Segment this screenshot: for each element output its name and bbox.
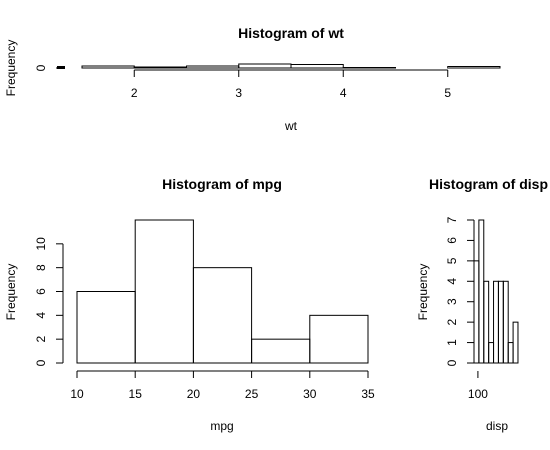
chart-title-wt: Histogram of wt — [238, 25, 344, 41]
x-axis-label-disp: disp — [486, 419, 508, 433]
y-tick-label-mpg-2: 4 — [34, 312, 48, 319]
x-tick-label-wt-2: 4 — [340, 86, 347, 100]
x-tick-label-mpg-3: 25 — [245, 387, 259, 401]
y-tick-label-disp-4: 4 — [445, 278, 459, 285]
y-axis-label-disp: Frequency — [416, 264, 430, 321]
bar-wt-2 — [186, 65, 240, 69]
x-tick-label-wt-1: 3 — [235, 86, 242, 100]
x-tick-label-wt-3: 5 — [444, 86, 451, 100]
bar-wt-1 — [133, 66, 187, 69]
bar-mpg-1 — [134, 219, 194, 364]
x-tick-label-mpg-0: 10 — [70, 387, 84, 401]
bar-disp-3 — [488, 342, 495, 364]
x-tick-label-mpg-5: 35 — [361, 387, 375, 401]
bar-disp-8 — [512, 321, 519, 364]
y-tick-label-mpg-5: 10 — [34, 237, 48, 251]
bar-wt-5 — [342, 67, 396, 69]
histogram-mpg: 10 15 20 25 30 35 0 2 4 6 8 10 Histogram of mpg mpg Fr… — [4, 176, 375, 433]
y-tick-label-mpg-4: 8 — [34, 264, 48, 271]
bar-disp-0 — [473, 260, 480, 364]
y-axis-label-wt: Frequency — [4, 40, 18, 97]
x-tick-label-disp-0: 100 — [468, 387, 488, 401]
bar-mpg-2 — [192, 267, 253, 364]
bar-wt-0 — [81, 65, 135, 69]
histogram-wt: 2 3 4 5 0 Histogram of wt wt Frequency — [4, 25, 501, 133]
bar-wt-7 — [447, 66, 501, 69]
bar-wt-4 — [290, 64, 344, 69]
y-tick-label-disp-5: 5 — [445, 257, 459, 264]
y-tick-label-disp-7: 7 — [445, 216, 459, 223]
bar-mpg-4 — [309, 314, 369, 364]
x-tick-label-mpg-2: 20 — [187, 387, 201, 401]
y-tick-label-disp-3: 3 — [445, 298, 459, 305]
chart-title-disp: Histogram of disp — [429, 176, 548, 192]
y-tick-label-mpg-3: 6 — [34, 288, 48, 295]
x-tick-label-mpg-4: 30 — [303, 387, 317, 401]
x-axis-label-mpg: mpg — [210, 419, 233, 433]
bar-disp-5 — [497, 280, 504, 364]
bar-disp-1 — [478, 219, 485, 364]
bar-disp-2 — [483, 280, 490, 364]
x-axis-label-wt: wt — [284, 119, 298, 133]
bar-mpg-0 — [76, 291, 136, 364]
y-axis-label-mpg: Frequency — [4, 264, 18, 321]
bar-wt-3 — [238, 63, 292, 69]
y-tick-label-disp-2: 2 — [445, 318, 459, 325]
y-tick-label-disp-0: 0 — [445, 359, 459, 366]
bar-disp-7 — [507, 342, 514, 364]
chart-title-mpg: Histogram of mpg — [162, 176, 282, 192]
y-tick-label-disp-6: 6 — [445, 237, 459, 244]
y-tick-label-mpg-1: 2 — [34, 336, 48, 343]
bar-disp-6 — [502, 280, 509, 364]
histogram-disp: 100 0 1 2 3 4 5 6 7 Histogram of disp disp Frequenc… — [416, 176, 548, 433]
wt-legend-mark — [57, 66, 65, 69]
bar-mpg-3 — [251, 338, 311, 364]
x-tick-label-mpg-1: 15 — [129, 387, 143, 401]
x-tick-label-wt-0: 2 — [131, 86, 138, 100]
bar-disp-4 — [493, 280, 499, 364]
y-tick-label-mpg-0: 0 — [34, 359, 48, 366]
y-tick-label-wt-0: 0 — [34, 64, 48, 71]
y-tick-label-disp-1: 1 — [445, 339, 459, 346]
